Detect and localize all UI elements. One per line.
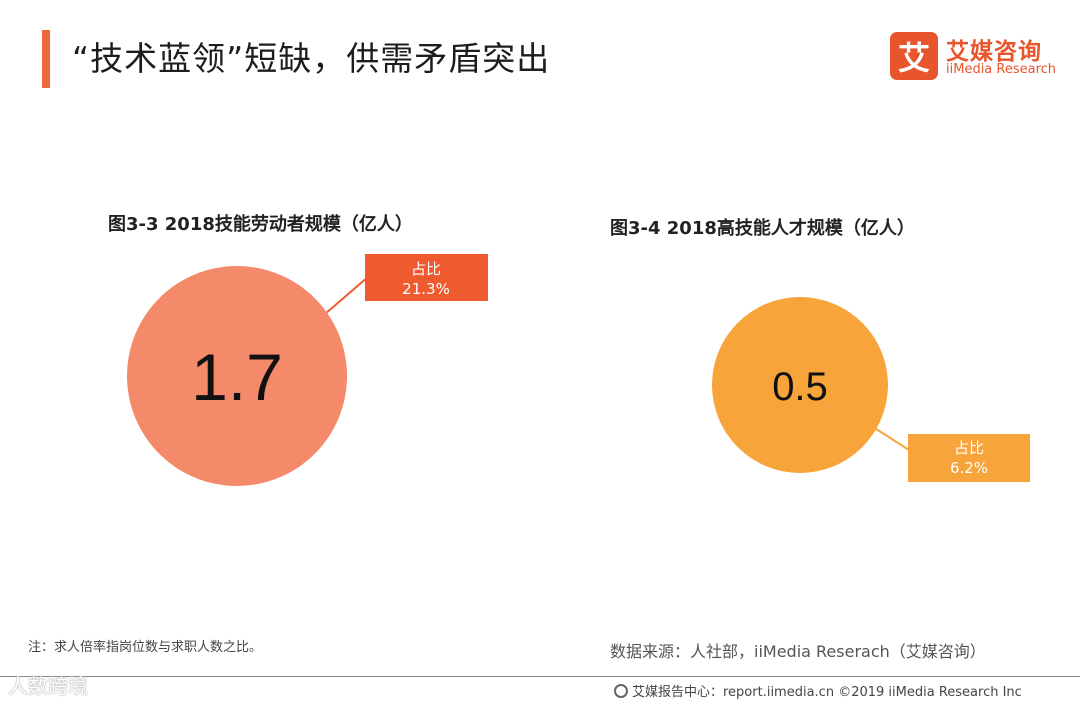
chart-title-skilled-workers: 图3-3 2018技能劳动者规模（亿人） bbox=[108, 214, 413, 235]
logo-chinese-text: 艾媒咨询 bbox=[946, 39, 1042, 65]
chart-title-high-skill-talent: 图3-4 2018高技能人才规模（亿人） bbox=[610, 218, 915, 239]
watermark: 人数跨境 bbox=[8, 674, 88, 698]
page-title: “技术蓝领”短缺，供需矛盾突出 bbox=[72, 39, 551, 78]
footer-text: 艾媒报告中心：report.iimedia.cn ©2019 iiMedia R… bbox=[632, 685, 1022, 700]
title-accent-bar bbox=[42, 30, 50, 88]
footer: 艾媒报告中心：report.iimedia.cn ©2019 iiMedia R… bbox=[614, 681, 1022, 700]
data-source: 数据来源：人社部，iiMedia Reserach（艾媒咨询） bbox=[610, 642, 986, 661]
bubble-skilled-workers bbox=[127, 266, 347, 486]
callout-value-2: 6.2% bbox=[950, 459, 988, 477]
globe-icon bbox=[614, 684, 628, 698]
callout-box-2 bbox=[908, 434, 1030, 482]
logo-english-text: iiMedia Research bbox=[946, 62, 1057, 77]
callout-label-1: 占比 bbox=[411, 260, 441, 278]
callout-value-1: 21.3% bbox=[402, 280, 450, 298]
bubble-value-label-1: 1.7 bbox=[191, 340, 283, 414]
callout-label-2: 占比 bbox=[954, 439, 984, 457]
iimedia-logo: 艾 艾媒咨询 iiMedia Research bbox=[890, 32, 1060, 82]
bubble-high-skill-talent bbox=[712, 297, 888, 473]
logo-mark-icon: 艾 bbox=[890, 32, 938, 80]
callout-leader-line-2 bbox=[869, 424, 913, 453]
bubble-value-label-2: 0.5 bbox=[772, 365, 828, 409]
footer-divider bbox=[0, 676, 1080, 677]
footnote: 注：求人倍率指岗位数与求职人数之比。 bbox=[28, 640, 263, 655]
callout-box-1 bbox=[365, 254, 488, 301]
